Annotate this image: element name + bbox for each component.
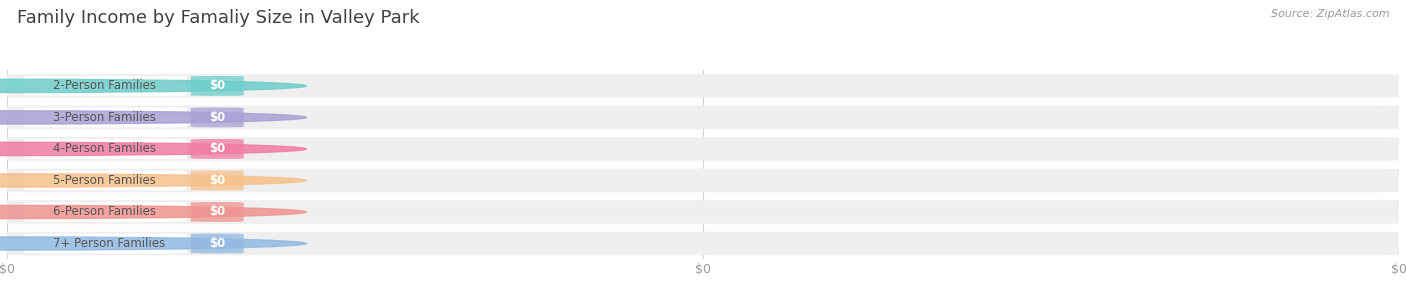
Circle shape [0, 237, 307, 250]
FancyBboxPatch shape [7, 169, 1399, 192]
Text: $0: $0 [209, 174, 225, 187]
FancyBboxPatch shape [191, 76, 243, 96]
Text: $0: $0 [209, 237, 225, 250]
FancyBboxPatch shape [7, 137, 1399, 161]
Text: $0: $0 [209, 206, 225, 218]
FancyBboxPatch shape [24, 202, 187, 222]
Text: $0: $0 [209, 111, 225, 124]
FancyBboxPatch shape [7, 232, 1399, 255]
Text: 3-Person Families: 3-Person Families [53, 111, 156, 124]
Circle shape [0, 111, 307, 124]
FancyBboxPatch shape [7, 74, 1399, 98]
FancyBboxPatch shape [24, 76, 187, 96]
FancyBboxPatch shape [24, 107, 187, 127]
Text: 5-Person Families: 5-Person Families [53, 174, 156, 187]
Text: 4-Person Families: 4-Person Families [53, 142, 156, 156]
Circle shape [0, 79, 307, 92]
Text: Source: ZipAtlas.com: Source: ZipAtlas.com [1271, 9, 1389, 19]
Text: 7+ Person Families: 7+ Person Families [53, 237, 166, 250]
FancyBboxPatch shape [7, 106, 1399, 129]
Text: $0: $0 [209, 79, 225, 92]
FancyBboxPatch shape [191, 234, 243, 253]
FancyBboxPatch shape [7, 200, 1399, 224]
FancyBboxPatch shape [191, 139, 243, 159]
FancyBboxPatch shape [24, 139, 187, 159]
Circle shape [0, 142, 307, 156]
Text: $0: $0 [209, 142, 225, 156]
FancyBboxPatch shape [191, 107, 243, 127]
FancyBboxPatch shape [191, 202, 243, 222]
FancyBboxPatch shape [24, 234, 187, 253]
FancyBboxPatch shape [24, 170, 187, 190]
Circle shape [0, 174, 307, 187]
FancyBboxPatch shape [191, 170, 243, 190]
Text: 6-Person Families: 6-Person Families [53, 206, 156, 218]
Text: Family Income by Famaliy Size in Valley Park: Family Income by Famaliy Size in Valley … [17, 9, 419, 27]
Text: 2-Person Families: 2-Person Families [53, 79, 156, 92]
Circle shape [0, 205, 307, 219]
